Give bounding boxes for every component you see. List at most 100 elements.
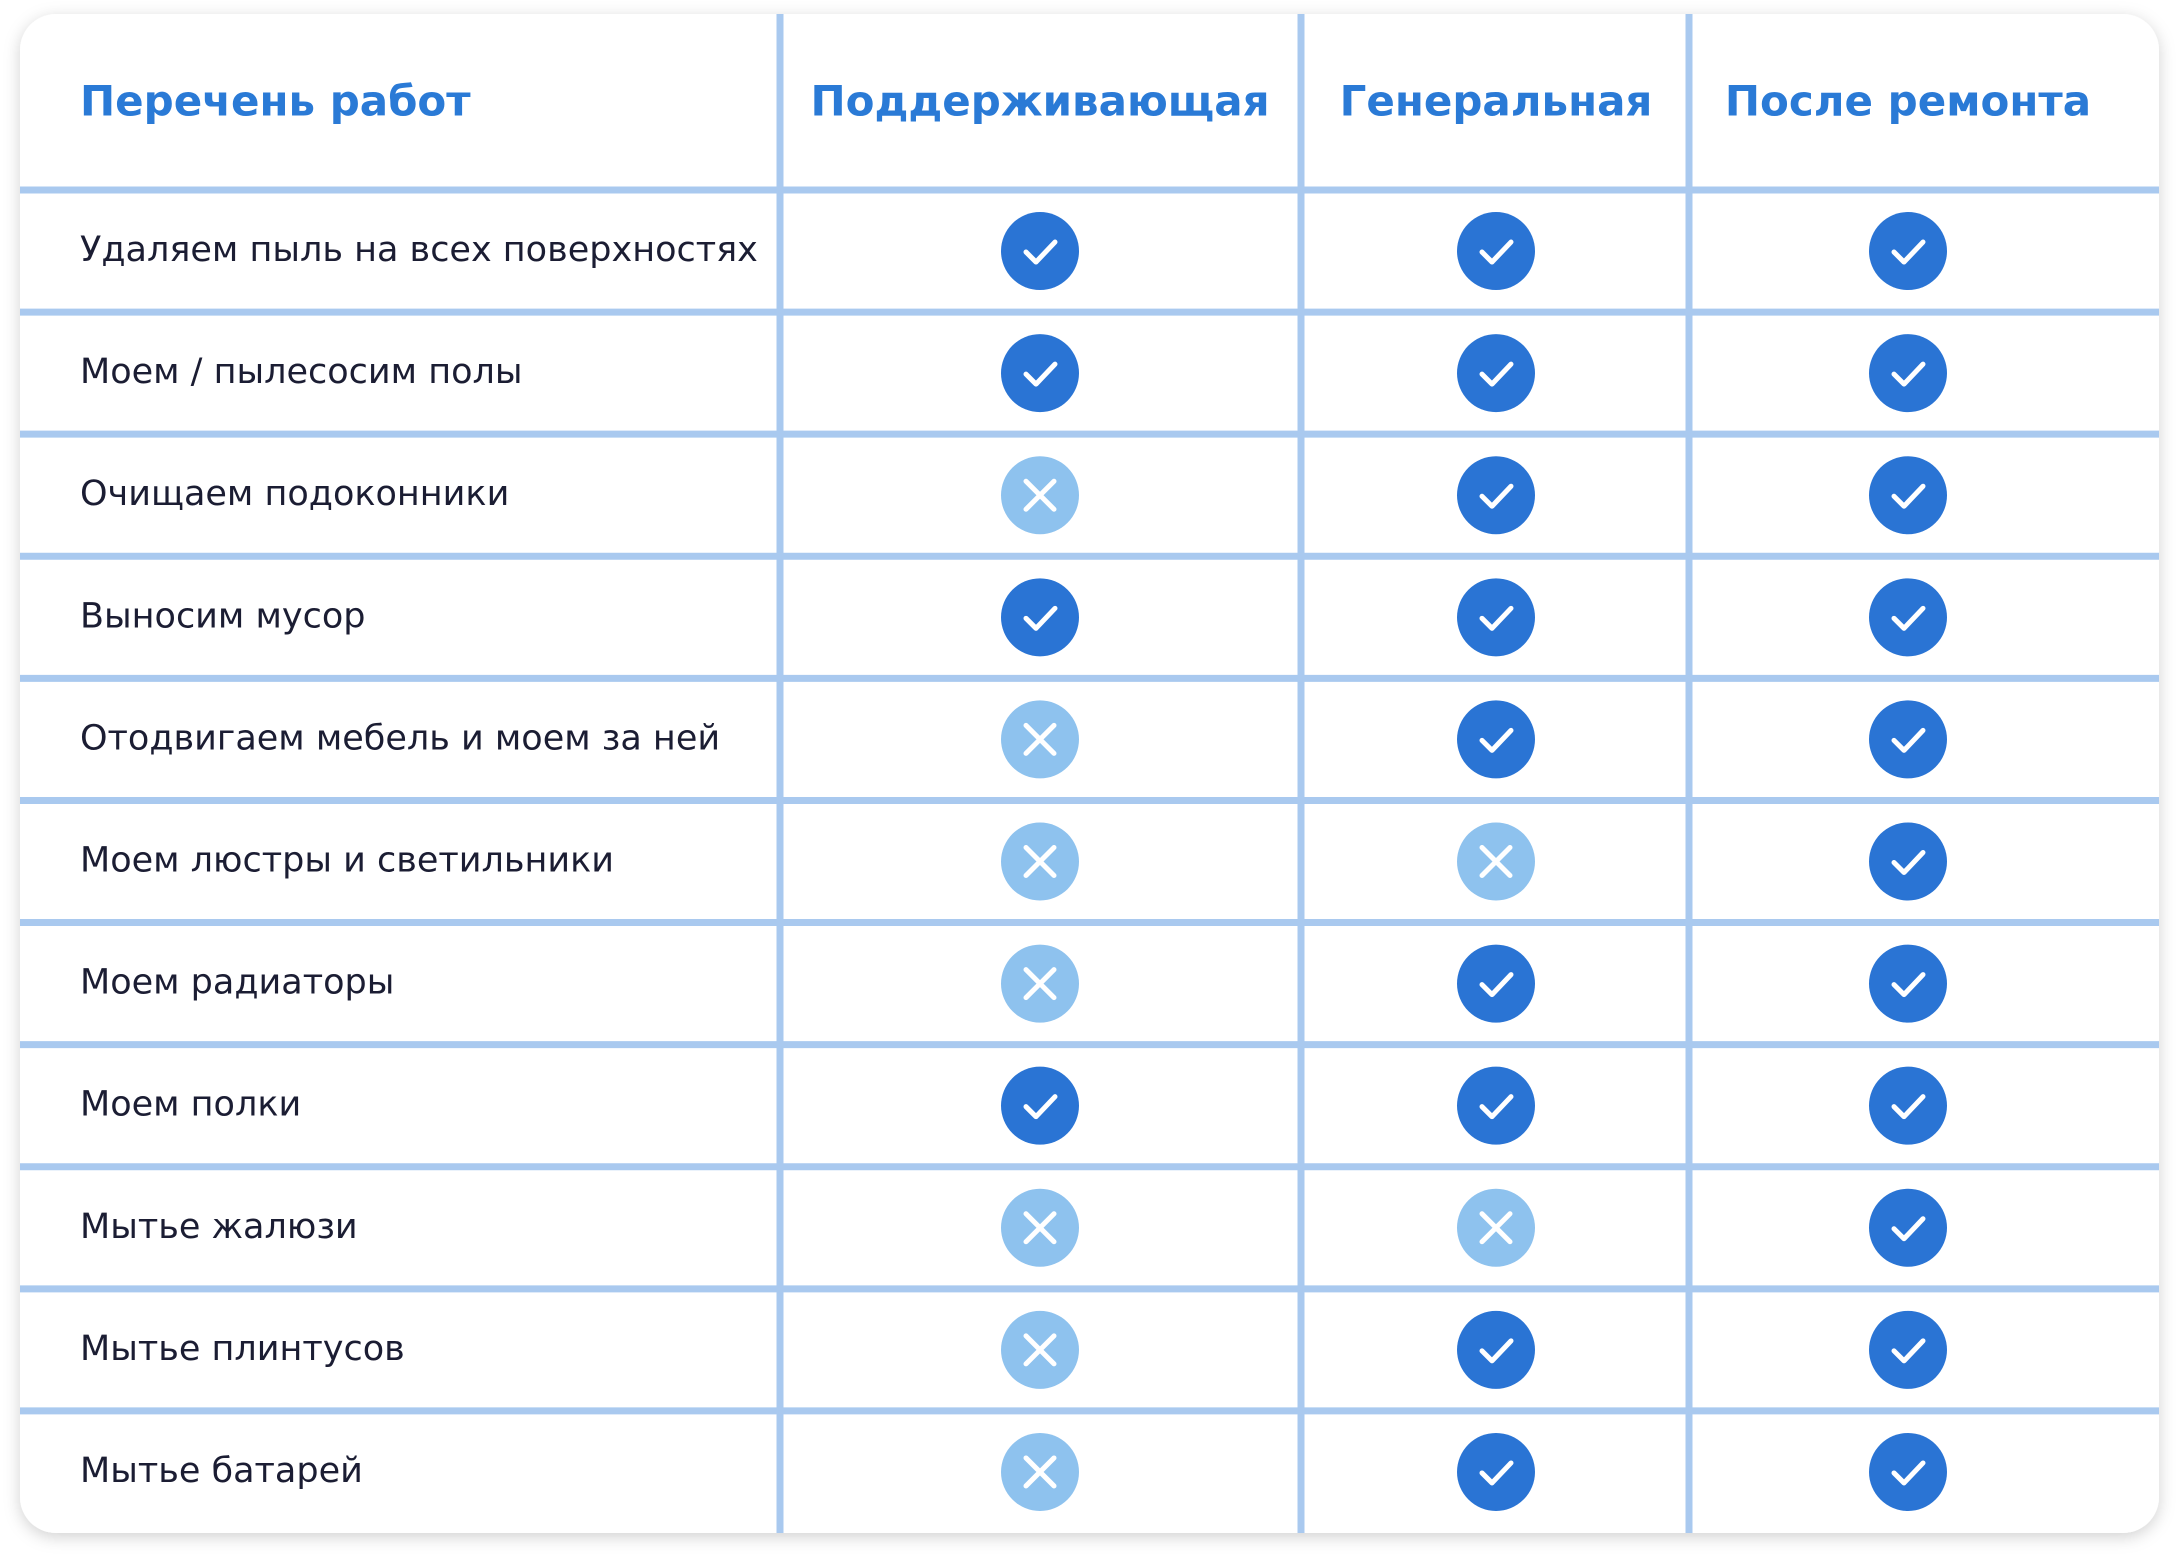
check <box>1479 605 1514 631</box>
cross-icon <box>1001 822 1079 901</box>
icon-circle <box>1869 1066 1947 1145</box>
check-icon <box>1869 700 1947 779</box>
icon-circle <box>1457 456 1535 535</box>
check <box>1479 972 1514 998</box>
row-label: Мытье батарей <box>80 1451 363 1491</box>
check-icon <box>1457 1066 1535 1145</box>
check <box>1891 1338 1926 1364</box>
cross <box>1023 1211 1057 1245</box>
check <box>1891 850 1926 875</box>
row-label: Моем / пылесосим полы <box>80 352 523 392</box>
row-label: Удаляем пыль на всех поверхностях <box>80 230 758 270</box>
check-icon <box>1869 578 1947 657</box>
check-icon <box>1869 334 1947 413</box>
cross <box>1479 1211 1513 1245</box>
check <box>1891 483 1926 509</box>
row-label: Моем люстры и светильники <box>80 841 614 881</box>
header-cell: Перечень работ <box>80 77 471 126</box>
table: Перечень работ Поддерживающая Генеральная П… <box>80 77 2091 1511</box>
icon-circle <box>1869 1310 1947 1389</box>
icon-circle <box>1457 700 1535 779</box>
check <box>1479 1338 1514 1364</box>
cross-icon <box>1001 1188 1079 1267</box>
check-icon <box>1457 456 1535 535</box>
icon-circle <box>1001 578 1079 657</box>
check-icon <box>1457 1432 1535 1511</box>
row-label: Мытье плинтусов <box>80 1329 405 1369</box>
check <box>1891 361 1926 387</box>
card <box>20 14 2159 1533</box>
cross <box>1023 967 1057 1001</box>
check-icon <box>1869 456 1947 535</box>
icon-circle <box>1457 578 1535 657</box>
icon-circle <box>1869 944 1947 1023</box>
icon-circle <box>1457 212 1535 291</box>
check <box>1891 239 1926 265</box>
icon-circle <box>1457 1310 1535 1389</box>
icon-circle <box>1457 1066 1535 1145</box>
row-label: Отодвигаем мебель и моем за ней <box>80 718 720 758</box>
cross <box>1023 478 1057 512</box>
cross <box>1023 722 1057 756</box>
header-cell: После ремонта <box>1725 77 2091 126</box>
row-label: Очищаем подоконники <box>80 474 509 514</box>
check-icon <box>1001 334 1079 413</box>
icon-circle <box>1869 578 1947 657</box>
check <box>1479 361 1514 387</box>
check <box>1891 1094 1926 1120</box>
check-icon <box>1869 822 1947 901</box>
cross-icon <box>1001 700 1079 779</box>
cross-icon <box>1001 456 1079 535</box>
header-cell: Поддерживающая <box>810 77 1269 126</box>
check-icon <box>1869 1432 1947 1511</box>
check <box>1023 1094 1058 1120</box>
check <box>1479 727 1514 753</box>
check-icon <box>1457 700 1535 779</box>
cross-icon <box>1001 944 1079 1023</box>
icon-circle <box>1001 212 1079 291</box>
check-icon <box>1869 944 1947 1023</box>
cross <box>1479 845 1513 878</box>
check <box>1891 972 1926 998</box>
icon-circle <box>1457 1432 1535 1511</box>
check <box>1479 239 1514 265</box>
check-icon <box>1869 1310 1947 1389</box>
check-icon <box>1869 1188 1947 1267</box>
row-label: Моем радиаторы <box>80 963 394 1003</box>
icon-circle <box>1869 334 1947 413</box>
check <box>1891 727 1926 753</box>
cross <box>1023 1333 1057 1367</box>
check <box>1023 239 1058 265</box>
check-icon <box>1457 212 1535 291</box>
check <box>1891 605 1926 631</box>
check <box>1891 1460 1926 1486</box>
check <box>1479 483 1514 509</box>
icon-circle <box>1869 212 1947 291</box>
icon-circle <box>1457 944 1535 1023</box>
icon-circle <box>1457 334 1535 413</box>
icon-circle <box>1869 456 1947 535</box>
icon-circle <box>1869 822 1947 901</box>
check <box>1479 1094 1514 1120</box>
check <box>1479 1460 1514 1486</box>
check-icon <box>1869 212 1947 291</box>
row-label: Мытье жалюзи <box>80 1207 358 1247</box>
icon-circle <box>1001 1066 1079 1145</box>
icon-circle <box>1869 1188 1947 1267</box>
check <box>1023 605 1058 631</box>
check <box>1891 1216 1926 1242</box>
check-icon <box>1001 578 1079 657</box>
cross-icon <box>1001 1432 1079 1511</box>
row-label: Выносим мусор <box>80 596 365 636</box>
cross-icon <box>1001 1310 1079 1389</box>
check-icon <box>1869 1066 1947 1145</box>
cross-icon <box>1457 822 1535 901</box>
icon-circle <box>1001 334 1079 413</box>
check-icon <box>1457 334 1535 413</box>
check-icon <box>1001 212 1079 291</box>
cross <box>1023 1455 1057 1489</box>
check-icon <box>1457 944 1535 1023</box>
icon-circle <box>1869 1432 1947 1511</box>
check <box>1023 361 1058 387</box>
